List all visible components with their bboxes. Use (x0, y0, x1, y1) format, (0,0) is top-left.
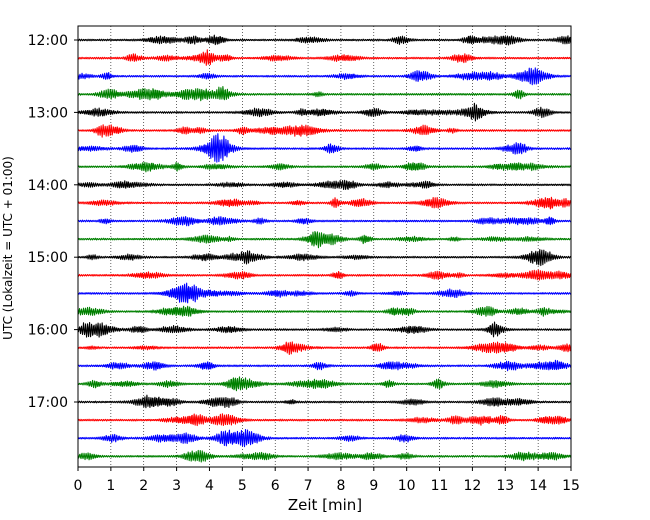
seismogram-traces (77, 34, 572, 463)
seismogram-trace (77, 86, 572, 102)
seismogram-trace (77, 215, 572, 227)
y-tick-label: 14:00 (28, 178, 68, 194)
x-tick-label: 1 (106, 478, 115, 494)
y-tick-label: 12:00 (28, 33, 68, 49)
seismogram-trace (77, 359, 572, 372)
seismogram-trace (77, 34, 572, 46)
x-axis-ticks: 0 1 2 3 4 5 6 7 8 9 10 11 12 13 14 15 (74, 467, 580, 494)
seismogram-trace (77, 124, 572, 138)
y-tick-label: 17:00 (28, 395, 68, 411)
seismogram-trace (77, 179, 572, 190)
seismogram-trace (77, 321, 572, 338)
x-tick-label: 9 (369, 478, 378, 494)
x-axis-label: Zeit [min] (288, 496, 362, 514)
seismogram-trace (77, 341, 572, 356)
x-tick-label: 7 (304, 478, 313, 494)
y-axis-ticks: 12:00 13:00 14:00 15:00 16:00 17:00 (28, 33, 78, 411)
seismogram-trace (77, 269, 572, 281)
x-tick-label: 15 (562, 478, 580, 494)
x-tick-label: 0 (74, 478, 83, 494)
x-tick-label: 12 (463, 478, 481, 494)
seismogram-trace (77, 376, 572, 392)
x-tick-label: 5 (238, 478, 247, 494)
seismogram-trace (77, 413, 572, 427)
x-tick-label: 6 (271, 478, 280, 494)
y-tick-label: 15:00 (28, 250, 68, 266)
y-tick-label: 16:00 (28, 323, 68, 339)
seismogram-trace (77, 249, 572, 267)
seismogram-trace (77, 49, 572, 66)
seismogram-trace (77, 67, 572, 86)
seismogram-trace (77, 449, 572, 463)
seismogram-trace (77, 282, 572, 304)
x-tick-label: 13 (496, 478, 514, 494)
seismogram-trace (77, 305, 572, 317)
x-tick-label: 11 (431, 478, 449, 494)
y-tick-label: 13:00 (28, 105, 68, 121)
seismogram-trace (77, 230, 572, 249)
plot-frame (77, 25, 572, 468)
seismogram-trace (77, 196, 572, 210)
y-axis-label: UTC (Lokalzeit = UTC + 01:00) (1, 156, 15, 340)
seismogram-trace (77, 102, 572, 122)
x-tick-label: 14 (529, 478, 547, 494)
x-tick-label: 4 (205, 478, 214, 494)
seismogram-trace (77, 429, 572, 448)
seismogram-trace (77, 394, 572, 409)
x-tick-label: 10 (398, 478, 416, 494)
seismogram-trace (77, 133, 572, 163)
seismogram-trace (77, 161, 572, 173)
x-tick-label: 2 (139, 478, 148, 494)
x-tick-label: 8 (336, 478, 345, 494)
x-tick-label: 3 (172, 478, 181, 494)
